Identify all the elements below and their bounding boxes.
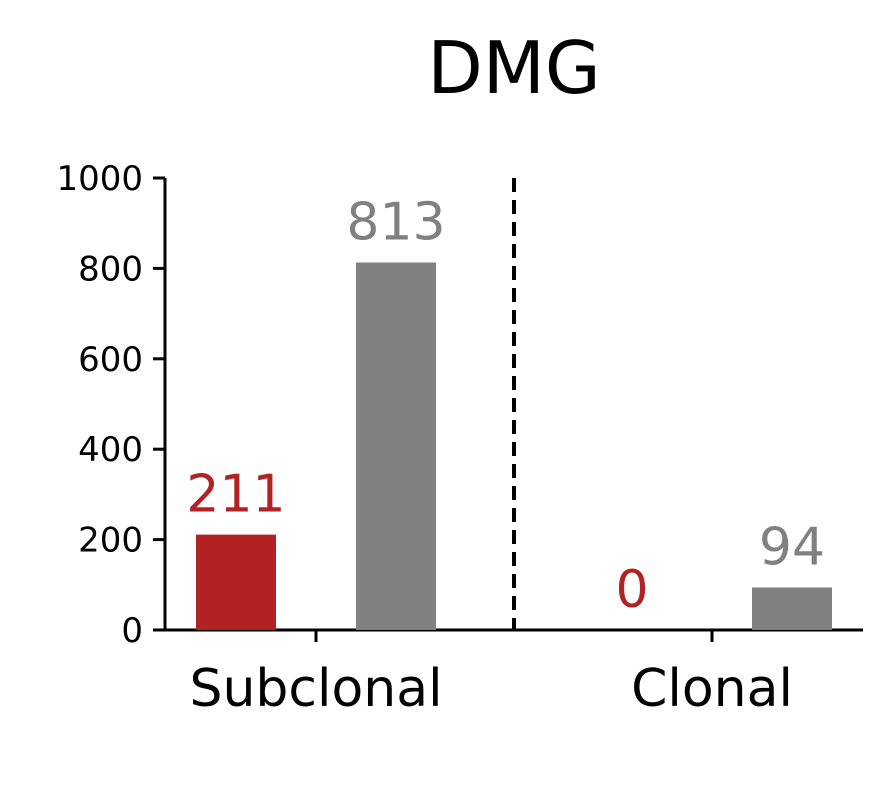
bar-value-label: 813: [346, 193, 445, 253]
bar-value-label: 211: [186, 465, 285, 525]
chart-title: DMG: [427, 26, 600, 110]
y-tick-label: 1000: [56, 159, 143, 199]
x-axis: Subclonal Clonal: [164, 628, 863, 719]
y-axis: 0 200 400 600 800 1000: [56, 159, 167, 651]
y-tick-label: 600: [78, 340, 143, 380]
x-tick-label: Subclonal: [189, 659, 442, 719]
y-tick-label: 400: [78, 430, 143, 470]
y-tick-label: 200: [78, 521, 143, 561]
bars: [196, 262, 832, 630]
bar: [356, 262, 436, 630]
bar-value-label: 0: [615, 560, 648, 620]
y-tick-label: 0: [121, 611, 143, 651]
y-tick-label: 800: [78, 249, 143, 289]
bar: [752, 587, 832, 630]
data-labels: 211 0 813 94: [186, 193, 825, 620]
bar: [196, 534, 276, 630]
bar-value-label: 94: [759, 518, 825, 578]
x-tick-label: Clonal: [631, 659, 793, 719]
